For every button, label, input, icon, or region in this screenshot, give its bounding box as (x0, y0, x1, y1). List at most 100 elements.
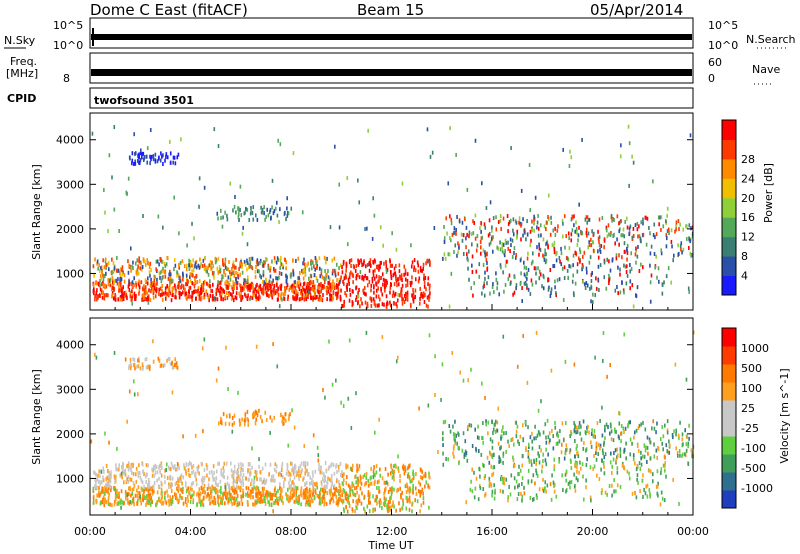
power-echo (555, 252, 557, 257)
velocity-echo (236, 476, 238, 481)
power-echo (226, 213, 228, 218)
velocity-echo (224, 482, 227, 487)
velocity-echo (191, 465, 193, 470)
velocity-echo (320, 487, 322, 492)
power-echo (546, 220, 548, 225)
power-echo (429, 262, 431, 267)
velocity-echo (114, 474, 117, 479)
power-colorbar-tick: 20 (741, 192, 755, 205)
power-echo (280, 262, 283, 267)
power-echo (271, 205, 273, 210)
velocity-echo (604, 428, 606, 433)
velocity-echo (545, 440, 548, 445)
power-echo (124, 290, 127, 295)
velocity-echo (337, 500, 340, 505)
power-echo (248, 217, 251, 222)
velocity-xtick-label: 20:00 (577, 525, 609, 538)
velocity-echo (518, 464, 520, 469)
power-echo (219, 285, 222, 290)
power-echo (375, 303, 377, 308)
velocity-echo (576, 460, 578, 465)
power-echo (404, 293, 406, 298)
velocity-echo (123, 480, 125, 485)
power-echo (337, 271, 340, 276)
velocity-echo (214, 497, 217, 502)
velocity-echo (103, 469, 105, 474)
power-echo (543, 257, 546, 262)
velocity-echo (282, 421, 285, 426)
velocity-echo (163, 363, 166, 368)
velocity-echo (503, 481, 506, 486)
power-echo (143, 291, 145, 296)
velocity-echo (131, 487, 134, 492)
velocity-echo (649, 492, 651, 497)
power-echo (349, 258, 351, 263)
power-echo (290, 206, 293, 211)
power-echo (573, 214, 575, 219)
power-echo (409, 283, 412, 288)
velocity-echo (553, 482, 556, 487)
velocity-echo (96, 493, 99, 498)
power-echo (433, 225, 436, 230)
velocity-echo (596, 421, 599, 426)
velocity-echo (532, 473, 535, 478)
power-echo (138, 291, 140, 296)
power-echo (245, 294, 247, 299)
velocity-echo (194, 433, 197, 438)
velocity-echo (312, 433, 315, 438)
power-echo (107, 260, 110, 265)
power-echo (290, 284, 293, 289)
velocity-echo (151, 467, 153, 472)
power-echo (338, 266, 340, 271)
velocity-echo (136, 494, 139, 499)
power-echo (246, 275, 249, 280)
velocity-echo (238, 418, 241, 423)
velocity-echo (137, 474, 140, 479)
power-echo (183, 264, 186, 269)
power-echo (255, 284, 257, 289)
velocity-echo (286, 463, 289, 468)
power-echo (326, 297, 328, 302)
power-echo (392, 290, 395, 295)
power-echo (638, 269, 641, 274)
power-echo (675, 220, 678, 225)
velocity-echo (615, 489, 617, 494)
velocity-echo (637, 448, 640, 453)
velocity-echo (336, 489, 339, 494)
power-echo (179, 275, 181, 280)
power-echo (178, 286, 180, 291)
power-echo (313, 264, 315, 269)
power-echo (284, 291, 286, 296)
velocity-echo (595, 445, 598, 450)
power-echo (148, 265, 151, 270)
power-echo (386, 280, 388, 285)
velocity-echo (105, 477, 108, 482)
velocity-echo (491, 439, 494, 444)
power-echo (222, 288, 225, 293)
power-echo (94, 257, 96, 262)
velocity-echo (241, 476, 244, 481)
velocity-echo (518, 441, 520, 446)
power-echo (381, 292, 384, 297)
power-echo (262, 291, 265, 296)
velocity-echo (167, 498, 170, 503)
velocity-echo (593, 428, 596, 433)
power-echo (331, 258, 334, 263)
velocity-echo (535, 471, 538, 476)
power-echo (380, 276, 382, 281)
velocity-echo (291, 487, 294, 492)
power-echo (91, 131, 94, 136)
power-echo (288, 288, 291, 293)
velocity-echo (309, 475, 312, 480)
velocity-echo (325, 501, 328, 506)
power-echo (238, 217, 240, 222)
power-echo (524, 281, 527, 286)
velocity-echo (293, 484, 296, 489)
power-echo (119, 294, 122, 299)
velocity-echo (367, 483, 370, 488)
power-echo (143, 259, 146, 264)
velocity-echo (602, 442, 605, 447)
power-echo (315, 260, 317, 265)
power-echo (624, 264, 627, 269)
